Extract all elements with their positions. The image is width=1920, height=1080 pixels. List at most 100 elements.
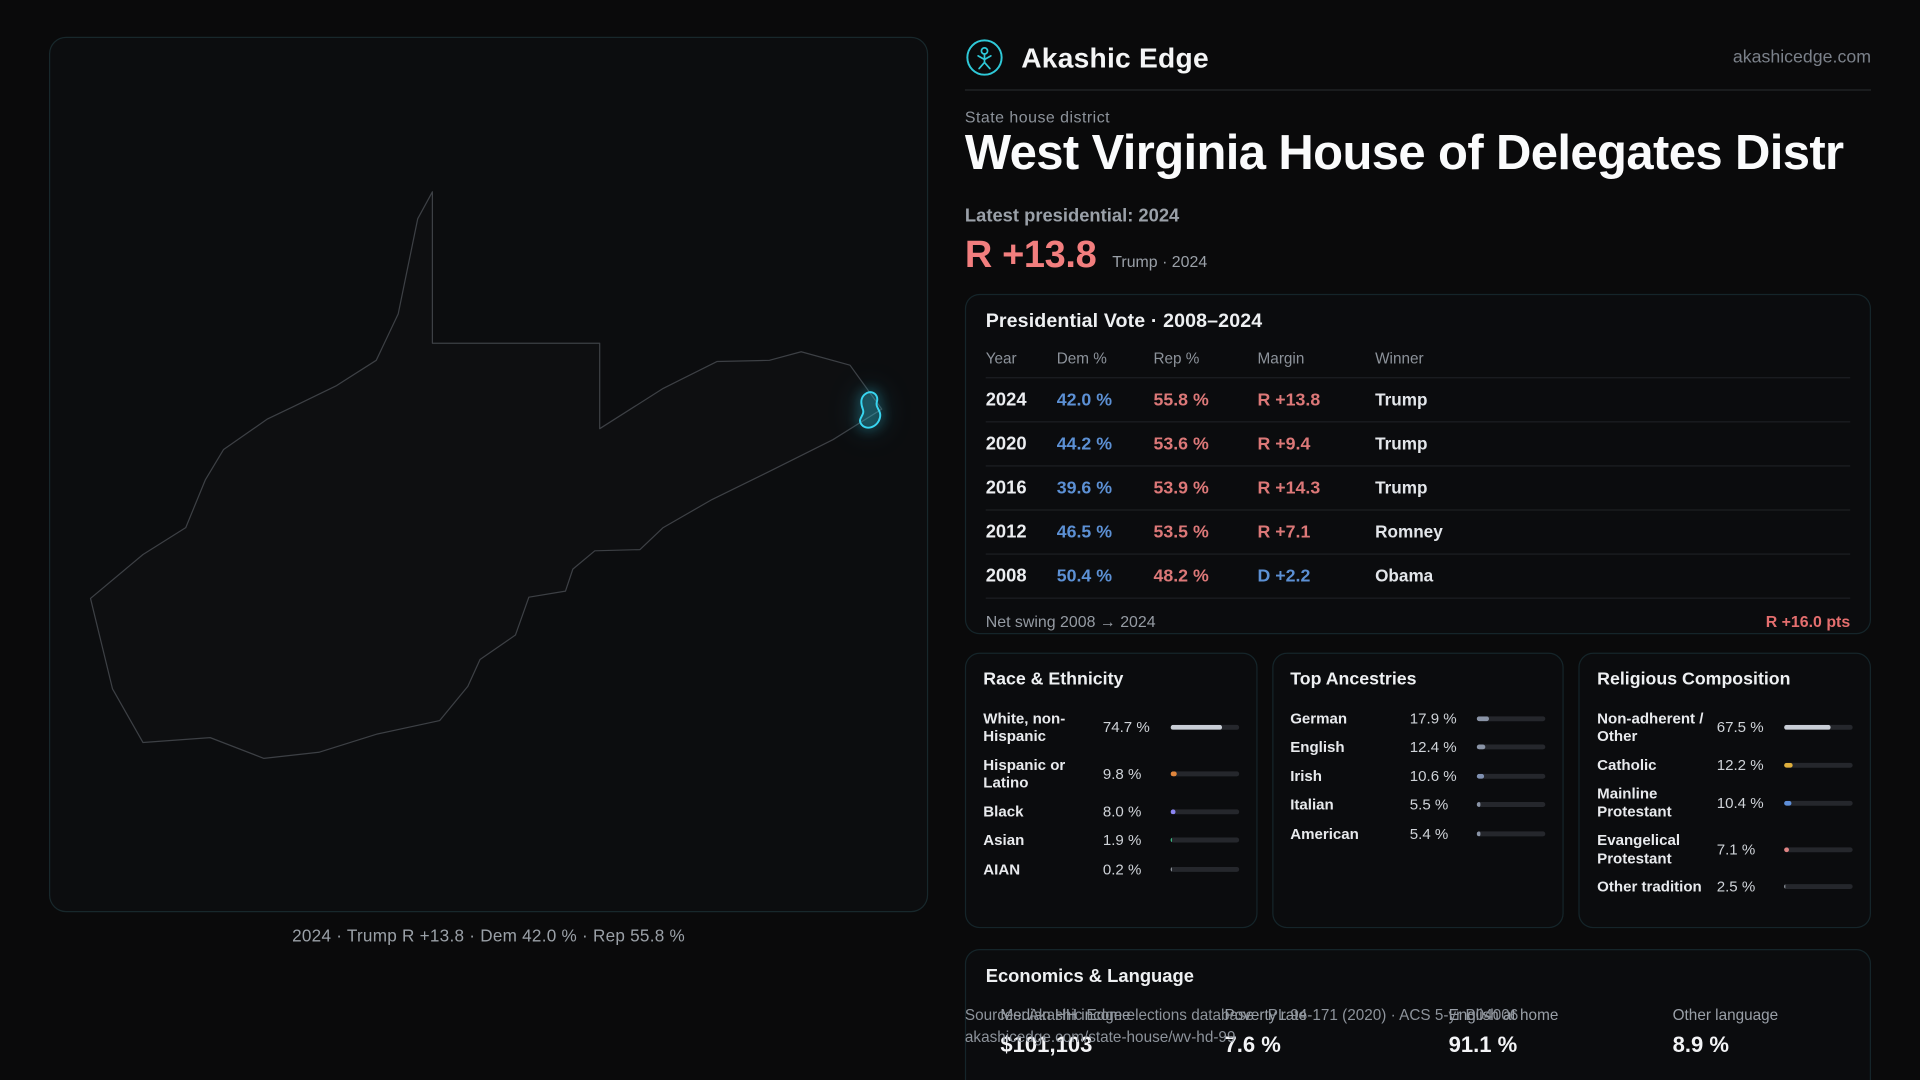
mini-bar: [1477, 716, 1546, 721]
net-swing-row: Net swing 2008 → 2024 R +16.0 pts: [985, 597, 1851, 631]
rep-cell: 55.8 %: [1153, 390, 1209, 411]
year-cell: 2008: [985, 565, 1027, 587]
col-margin: Margin: [1257, 350, 1305, 368]
stat-label: Hispanic or Latino: [983, 756, 1066, 792]
margin-cell: D +2.2: [1257, 566, 1311, 587]
stat-value: 17.9 %: [1409, 709, 1457, 728]
top-ancestries-card: Top Ancestries German 17.9 % English 12.…: [1271, 652, 1565, 929]
stat-label: German: [1290, 709, 1348, 727]
stat-english-at-home: English at home 91.1 %: [1449, 1007, 1673, 1058]
col-year: Year: [985, 350, 1017, 368]
stat-value: 5.4 %: [1409, 825, 1449, 843]
stat-label: Asian: [983, 831, 1025, 849]
stat-label: Other tradition: [1597, 877, 1702, 896]
rep-cell: 53.6 %: [1153, 434, 1209, 455]
net-swing-value: R +16.0 pts: [1765, 612, 1851, 631]
stat-row: Mainline Protestant 10.4 %: [1597, 779, 1853, 826]
highlighted-district-shape[interactable]: [859, 391, 882, 429]
brand[interactable]: Akashic Edge: [965, 38, 1209, 77]
stat-value: 10.6 %: [1409, 767, 1457, 785]
header-divider: [964, 89, 1872, 91]
table-header: Year Dem % Rep % Margin Winner: [986, 345, 1850, 377]
headline: R +13.8 Trump · 2024: [965, 233, 1207, 277]
table-row: 2016 39.6 % 53.9 % R +14.3 Trump: [985, 465, 1851, 509]
mini-bar: [1784, 846, 1853, 852]
year-cell: 2012: [985, 521, 1027, 543]
akashic-edge-logo-icon: [966, 39, 1003, 76]
mini-bar: [1170, 866, 1239, 872]
stat-row: Black 8.0 %: [983, 797, 1239, 826]
mini-bar: [1477, 744, 1546, 750]
winner-cell: Obama: [1375, 565, 1434, 586]
map-caption: 2024 · Trump R +13.8 · Dem 42.0 % · Rep …: [292, 925, 686, 946]
stat-label: Black: [983, 802, 1024, 820]
stat-row: German 17.9 %: [1290, 704, 1546, 733]
col-winner: Winner: [1375, 350, 1424, 368]
stat-row: AIAN 0.2 %: [983, 855, 1239, 884]
stat-row: Non-adherent / Other 67.5 %: [1597, 704, 1853, 751]
stat-label: Evangelical Protestant: [1597, 831, 1681, 867]
stat-value: 8.0 %: [1102, 802, 1142, 821]
presidential-vote-card: Presidential Vote · 2008–2024 Year Dem %…: [964, 293, 1872, 635]
table-row: 2024 42.0 % 55.8 % R +13.8 Trump: [985, 377, 1851, 421]
mini-bar: [1784, 884, 1853, 890]
stat-value: 7.6 %: [1224, 1032, 1281, 1057]
district-map-panel: [48, 36, 929, 913]
winner-cell: Trump: [1375, 477, 1428, 498]
site-domain-link[interactable]: akashicedge.com: [1732, 47, 1872, 68]
mini-bar: [1170, 724, 1239, 730]
latest-presidential-label: Latest presidential: 2024: [964, 205, 1180, 227]
stat-label: Poverty rate: [1224, 1006, 1308, 1024]
stat-row: Hispanic or Latino 9.8 %: [983, 751, 1239, 798]
stat-row: Asian 1.9 %: [983, 826, 1239, 855]
stat-row: Catholic 12.2 %: [1597, 751, 1853, 780]
stat-label: Mainline Protestant: [1597, 784, 1672, 820]
stat-label: Catholic: [1597, 756, 1657, 774]
stat-label: White, non-Hispanic: [983, 709, 1066, 745]
stat-value: $101,103: [1000, 1032, 1093, 1057]
stat-value: 2.5 %: [1716, 878, 1756, 896]
economics-language-card: Economics & Language Median HH income $1…: [964, 948, 1872, 1080]
west-virginia-outline: [89, 191, 883, 759]
brand-name: Akashic Edge: [1021, 41, 1209, 73]
economics-stats: Median HH income $101,103 Poverty rate 7…: [986, 1007, 1850, 1058]
dem-cell: 50.4 %: [1056, 566, 1113, 587]
margin-cell: R +13.8: [1257, 390, 1321, 411]
mini-bar: [1477, 802, 1546, 808]
page-eyebrow: State house district: [964, 107, 1111, 127]
stat-label: Non-adherent / Other: [1597, 709, 1704, 745]
stat-label: Median HH income: [1000, 1006, 1131, 1024]
headline-context: Trump · 2024: [1112, 252, 1208, 271]
table-row: 2012 46.5 % 53.5 % R +7.1 Romney: [985, 509, 1851, 553]
mini-bar: [1784, 762, 1853, 768]
permalink[interactable]: akashicedge.com/state-house/wv-hd-99: [964, 1028, 1236, 1046]
rep-cell: 48.2 %: [1153, 566, 1209, 587]
dem-cell: 46.5 %: [1056, 522, 1113, 543]
rep-cell: 53.5 %: [1153, 522, 1209, 543]
stat-label: English at home: [1448, 1006, 1559, 1024]
stat-row: American 5.4 %: [1290, 819, 1546, 848]
stat-value: 1.9 %: [1102, 831, 1142, 849]
stat-label: Italian: [1290, 795, 1334, 814]
mini-bar: [1170, 771, 1239, 777]
demographics-row: Race & Ethnicity White, non-Hispanic 74.…: [964, 652, 1872, 929]
page-title: West Virginia House of Delegates Distr: [964, 126, 1844, 180]
stat-value: 91.1 %: [1448, 1032, 1518, 1057]
economics-card-title: Economics & Language: [985, 966, 1194, 987]
stat-median-income: Median HH income $101,103: [1000, 1007, 1224, 1058]
stat-value: 0.2 %: [1102, 860, 1142, 878]
col-dem: Dem %: [1056, 350, 1107, 368]
stat-row: Italian 5.5 %: [1290, 790, 1546, 819]
stat-other-language: Other language 8.9 %: [1673, 1007, 1851, 1058]
race-ethnicity-card: Race & Ethnicity White, non-Hispanic 74.…: [964, 652, 1258, 929]
card-title: Religious Composition: [1597, 669, 1791, 690]
winner-cell: Trump: [1375, 389, 1428, 409]
col-rep: Rep %: [1153, 350, 1200, 368]
stat-label: English: [1290, 738, 1345, 756]
card-title: Race & Ethnicity: [983, 669, 1124, 690]
net-swing-label: Net swing 2008 → 2024: [985, 612, 1156, 631]
stat-row: White, non-Hispanic 74.7 %: [983, 704, 1239, 751]
winner-cell: Romney: [1375, 521, 1443, 542]
dem-cell: 42.0 %: [1056, 390, 1113, 411]
mini-bar: [1784, 724, 1853, 730]
